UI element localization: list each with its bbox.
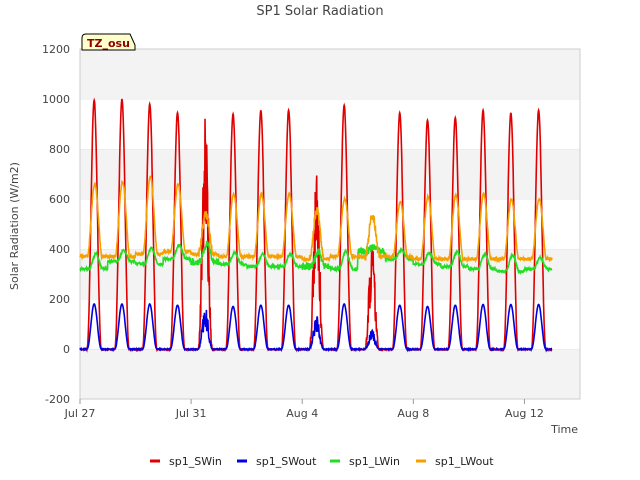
grid-band: [80, 49, 580, 99]
timezone-badge-shape: [81, 33, 136, 51]
y-tick-label: 400: [49, 243, 70, 256]
x-axis-ticks: Jul 27 Jul 31 Aug 4 Aug 8 Aug 12: [64, 399, 544, 420]
y-tick-label: 0: [63, 343, 70, 356]
y-tick-label: -200: [45, 393, 70, 406]
x-tick-label: Aug 12: [505, 407, 544, 420]
chart-title: SP1 Solar Radiation: [256, 4, 383, 19]
legend-label: sp1_SWin: [169, 455, 222, 468]
timezone-badge: TZ_osu: [81, 33, 136, 51]
legend-label: sp1_SWout: [256, 455, 317, 468]
x-axis-label: Time: [550, 423, 578, 436]
legend: sp1_SWin sp1_SWout sp1_LWin sp1_LWout: [150, 455, 494, 468]
legend-label: sp1_LWout: [435, 455, 494, 468]
grid-band: [80, 149, 580, 199]
y-tick-label: 600: [49, 193, 70, 206]
y-tick-label: 200: [49, 293, 70, 306]
grid-band: [80, 299, 580, 349]
y-tick-label: 1200: [42, 43, 70, 56]
x-tick-label: Jul 31: [175, 407, 207, 420]
y-tick-label: 800: [49, 143, 70, 156]
x-tick-label: Aug 4: [286, 407, 318, 420]
plot-frame: [79, 48, 581, 400]
series-layer: [79, 97, 553, 353]
legend-label: sp1_LWin: [349, 455, 400, 468]
grid-band: [80, 99, 580, 149]
grid-band: [80, 349, 580, 399]
y-axis-label: Solar Radiation (W/m2): [8, 162, 21, 290]
x-tick-label: Aug 8: [397, 407, 429, 420]
timezone-badge-label: TZ_osu: [87, 37, 130, 50]
y-axis-ticks: -200 0 200 400 600 800 1000 1200: [42, 43, 70, 406]
x-tick-label: Jul 27: [64, 407, 96, 420]
series-line-sp1_SWout: [79, 302, 553, 353]
y-tick-label: 1000: [42, 93, 70, 106]
series-line-sp1_LWout: [79, 175, 553, 264]
grid-band: [80, 199, 580, 249]
series-line-sp1_LWin: [79, 240, 553, 276]
